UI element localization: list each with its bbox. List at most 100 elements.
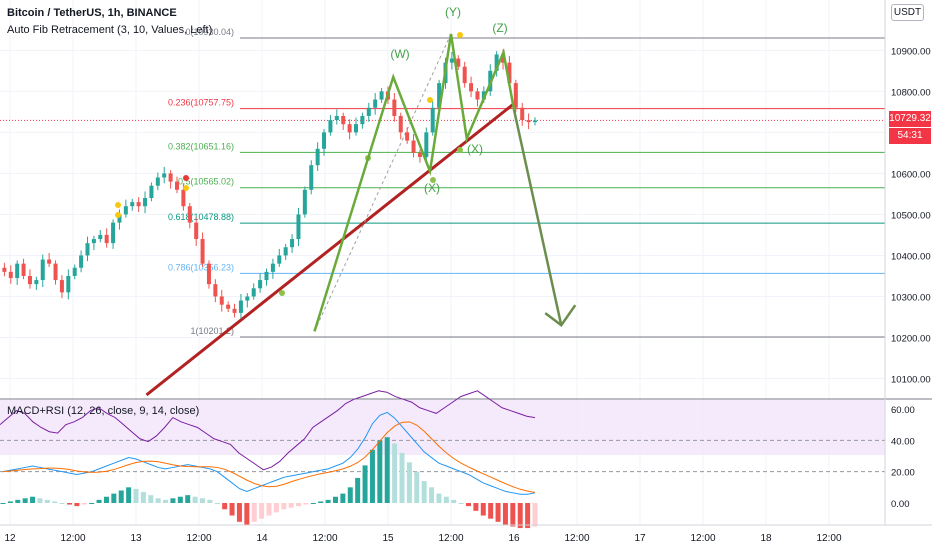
currency-button[interactable]: USDT [891, 4, 924, 21]
candle-body [475, 91, 480, 100]
candle-body [143, 198, 148, 207]
time-tick: 12:00 [816, 533, 841, 544]
candle-body [392, 99, 397, 116]
time-tick: 12:00 [186, 533, 211, 544]
fib-levels: 0(10930.04) 0.236(10757.75) 0.382(10651.16… [0, 27, 885, 338]
wave-label: (X) [467, 142, 483, 156]
chart-title: Bitcoin / TetherUS, 1h, BINANCE [7, 7, 177, 19]
candle-body [117, 214, 122, 223]
wave-path [313, 33, 516, 332]
candle-body [449, 58, 454, 63]
macd-bar [369, 449, 375, 503]
candle-body [379, 91, 384, 100]
candle-body [200, 239, 205, 264]
macd-bar [74, 503, 80, 507]
candle-body [283, 247, 288, 256]
candle-body [302, 189, 307, 215]
macd-bar [81, 503, 87, 505]
time-tick: 15 [382, 533, 394, 544]
macd-bar [133, 488, 139, 503]
time-axis: 12 12:00 13 12:00 14 12:00 15 12:00 16 12:00 17 12:… [0, 524, 932, 544]
fib-label: 1(10201.2) [190, 326, 234, 336]
candle-body [347, 124, 352, 133]
candle-body [27, 275, 32, 285]
macd-bar [480, 503, 486, 516]
macd-bar [421, 481, 427, 503]
candle-body [168, 173, 173, 182]
candle-body [411, 140, 416, 153]
macd-bar [473, 503, 479, 511]
macd-bar [355, 477, 361, 503]
candle-body [47, 259, 52, 264]
wave-label: (Z) [492, 21, 507, 35]
macd-bar [89, 503, 95, 504]
candle-body [232, 308, 237, 313]
macd-line [2, 411, 536, 495]
macd-bar [266, 503, 272, 516]
macd-bar [30, 496, 36, 503]
macd-bar [296, 503, 302, 507]
macd-bar [52, 501, 58, 503]
candle-body [360, 115, 365, 125]
macd-bar [333, 496, 338, 503]
macd-bar [236, 503, 242, 522]
candle-body [296, 214, 301, 240]
macd-bar [458, 503, 464, 504]
candle-body [162, 173, 167, 178]
candle-body [520, 107, 525, 121]
projection-arrow [512, 109, 563, 326]
macd-bar [0, 503, 6, 504]
time-tick: 12 [4, 533, 16, 544]
fractal-dot [427, 97, 433, 103]
time-tick: 14 [256, 533, 268, 544]
candle-body [424, 132, 429, 157]
fractal-dot [457, 147, 463, 153]
candle-body [226, 304, 231, 309]
candle-body [98, 234, 103, 240]
candle-body [72, 267, 77, 276]
candle-body [104, 234, 109, 244]
macd-panel [0, 390, 932, 529]
macd-bar [488, 503, 494, 519]
price-tick: 10400.00 [891, 251, 931, 262]
macd-bar [303, 503, 309, 505]
trendline [145, 102, 515, 397]
macd-bar [414, 471, 420, 503]
candle-body [187, 206, 192, 223]
macd-bar [126, 487, 132, 503]
candle-body [206, 263, 211, 285]
macd-bar [532, 503, 538, 527]
macd-bar [525, 503, 531, 529]
macd-bar [163, 499, 169, 503]
candle-body [309, 165, 314, 190]
candle-body [194, 222, 199, 240]
candle-body [334, 115, 339, 121]
macd-bar [214, 503, 220, 504]
candle-body [238, 300, 243, 313]
candles [2, 49, 537, 319]
candle-body [181, 189, 186, 207]
candle-body [270, 263, 275, 272]
macd-bar [510, 503, 516, 527]
candle-body [462, 66, 467, 84]
time-tick: 17 [634, 533, 646, 544]
candle-body [15, 263, 20, 279]
fib-label: 0.5(10565.02) [178, 177, 234, 187]
price-axis: 10900.0010800.0010700.0010600.0010500.00… [884, 0, 931, 525]
price-tick: 10300.00 [891, 292, 931, 303]
macd-bar [495, 503, 501, 522]
candle-body [456, 58, 461, 67]
candle-body [79, 255, 84, 268]
candle-body [398, 115, 403, 133]
candle-body [417, 152, 422, 157]
macd-tick: 60.00 [891, 405, 915, 416]
macd-bar [229, 503, 235, 516]
price-tick: 10600.00 [891, 169, 931, 180]
candle-body [66, 275, 71, 293]
macd-bar [384, 437, 390, 503]
macd-bar [148, 495, 154, 503]
candle-body [430, 107, 435, 133]
candle-body [40, 259, 45, 281]
macd-bar [59, 503, 65, 504]
